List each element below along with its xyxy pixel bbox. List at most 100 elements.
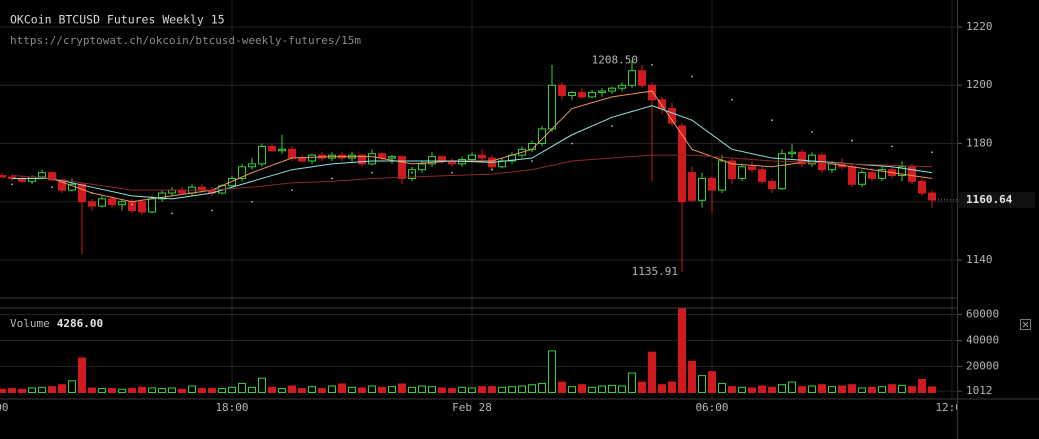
low-annotation: 1135.91 xyxy=(632,265,678,278)
candle-body xyxy=(88,201,96,207)
indicator-dot xyxy=(171,212,173,215)
volume-bar xyxy=(548,350,556,393)
candle-body xyxy=(798,151,806,165)
candle-body xyxy=(878,169,886,179)
volume-bar xyxy=(898,384,906,394)
volume-bar xyxy=(478,386,486,393)
volume-bar xyxy=(0,388,6,393)
volume-panel xyxy=(0,308,936,394)
volume-bar xyxy=(8,388,16,394)
volume-bar xyxy=(728,386,736,393)
volume-bar xyxy=(88,387,96,394)
volume-value: 4286.00 xyxy=(57,317,103,330)
candle-body xyxy=(588,92,596,98)
candle-body xyxy=(118,201,126,206)
indicator-dot xyxy=(91,192,93,194)
indicator-dot xyxy=(931,151,933,154)
volume-bar xyxy=(668,381,676,394)
x-tick-label: 12:00 xyxy=(0,401,9,414)
volume-bar xyxy=(208,388,216,394)
candle-body xyxy=(928,192,936,201)
volume-bar xyxy=(298,388,306,394)
volume-bar xyxy=(308,386,316,393)
volume-bar xyxy=(608,384,616,394)
candle-body xyxy=(638,70,646,86)
volume-bar xyxy=(428,386,436,393)
volume-bar xyxy=(738,386,746,393)
indicator-dot xyxy=(11,183,13,186)
candle-body xyxy=(558,84,566,96)
candle-body xyxy=(688,172,696,201)
volume-bar xyxy=(118,388,126,393)
candle-body xyxy=(358,154,366,165)
volume-bar xyxy=(828,386,836,393)
volume-bar xyxy=(108,388,116,394)
volume-bar xyxy=(758,385,766,393)
ma-line xyxy=(11,154,933,191)
candle-body xyxy=(78,183,86,203)
candle-body xyxy=(918,180,926,194)
volume-bar xyxy=(318,388,326,394)
close-button[interactable] xyxy=(1020,319,1031,330)
candle-body xyxy=(368,153,376,165)
volume-bar xyxy=(38,386,46,393)
volume-bar xyxy=(358,387,366,394)
high-annotation: 1208.50 xyxy=(592,53,638,66)
chart-subtitle: https://cryptowat.ch/okcoin/btcusd-weekl… xyxy=(10,34,361,47)
volume-bar xyxy=(418,385,426,393)
indicator-dot xyxy=(411,171,413,174)
y-tick-label: 1140 xyxy=(966,253,993,266)
candle-body xyxy=(748,166,756,171)
x-tick-label: Feb 28 xyxy=(452,401,492,414)
volume-bar xyxy=(798,386,806,393)
volume-bar xyxy=(258,377,266,394)
volume-bar xyxy=(678,308,686,393)
close-icon[interactable] xyxy=(1022,321,1029,328)
candle-body xyxy=(468,154,476,161)
candle-body xyxy=(808,154,816,165)
volume-bar xyxy=(78,357,86,393)
candle-body xyxy=(308,154,316,162)
volume-bar xyxy=(378,386,386,393)
candle-body xyxy=(478,154,486,159)
candle-body xyxy=(238,166,246,179)
close-box[interactable] xyxy=(1020,319,1031,330)
time-axis: 12:00 18:00 Feb 28 06:00 12:00 xyxy=(0,401,958,414)
candle-body xyxy=(138,201,146,213)
volume-bar xyxy=(228,386,236,393)
indicator-dot xyxy=(51,186,53,189)
volume-label: Volume xyxy=(10,317,50,330)
volume-title: Volume 4286.00 xyxy=(10,317,103,330)
volume-bar xyxy=(648,351,656,394)
volume-bar xyxy=(398,383,406,393)
candle-body xyxy=(788,151,796,155)
volume-bar xyxy=(288,385,296,393)
candle-body xyxy=(618,84,626,89)
volume-bar xyxy=(238,382,246,393)
indicator-dot xyxy=(651,63,653,66)
volume-bar xyxy=(528,384,536,394)
indicator-dot xyxy=(211,209,213,212)
volume-bar xyxy=(138,386,146,393)
candle-body xyxy=(768,180,776,190)
volume-bar xyxy=(508,386,516,393)
volume-bar xyxy=(888,384,896,394)
indicator-dot xyxy=(611,125,613,127)
volume-bar xyxy=(58,384,66,394)
candle-body xyxy=(298,157,306,162)
volume-bar xyxy=(928,386,936,393)
chart-title: OKCoin BTCUSD Futures Weekly 15 xyxy=(10,13,225,27)
candle-body xyxy=(378,153,386,159)
volume-bar xyxy=(748,387,756,394)
volume-bar xyxy=(348,386,356,393)
last-price-label: 1160.64 xyxy=(966,193,1013,206)
candle-body xyxy=(778,153,786,190)
volume-bar xyxy=(818,384,826,394)
candle-body xyxy=(598,90,606,94)
volume-bar xyxy=(638,381,646,394)
indicator-dot xyxy=(811,130,813,133)
candle-body xyxy=(158,192,166,200)
last-price-box xyxy=(959,191,1035,208)
volume-bar xyxy=(558,381,566,394)
ma-line xyxy=(12,90,933,203)
